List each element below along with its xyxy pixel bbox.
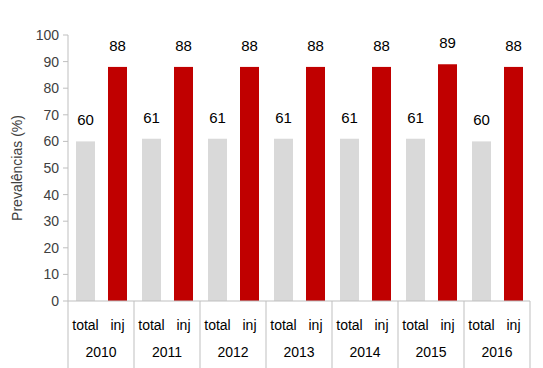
y-tick <box>63 114 68 115</box>
series-label: inj <box>374 317 388 333</box>
data-label: 61 <box>407 109 424 126</box>
series-label: total <box>72 317 98 333</box>
y-tick-label: 80 <box>43 80 59 96</box>
y-tick-label: 40 <box>43 187 59 203</box>
y-tick <box>63 168 68 169</box>
data-label: 88 <box>175 37 192 54</box>
y-tick <box>63 301 68 302</box>
chart: 0 10 20 30 40 50 60 70 80 90 100 Prevalências (%) 60… <box>0 0 543 368</box>
category-separator <box>200 301 201 368</box>
y-tick <box>63 61 68 62</box>
data-label: 60 <box>473 111 490 128</box>
bar <box>438 64 457 301</box>
y-tick <box>63 35 68 36</box>
category-separator <box>266 301 267 368</box>
y-tick-label: 0 <box>51 293 59 309</box>
bar <box>108 67 127 301</box>
bar <box>372 67 391 301</box>
category-separator <box>68 301 69 368</box>
bar <box>406 139 425 301</box>
y-tick <box>63 194 68 195</box>
bar <box>208 139 227 301</box>
data-label: 61 <box>275 109 292 126</box>
category-separator <box>530 301 531 368</box>
y-axis-label: Prevalências (%) <box>9 115 25 221</box>
y-tick <box>63 88 68 89</box>
bar <box>174 67 193 301</box>
bars <box>76 64 523 301</box>
category-separator <box>134 301 135 368</box>
data-label: 88 <box>505 37 522 54</box>
y-tick-label: 60 <box>43 133 59 149</box>
y-tick-label: 20 <box>43 240 59 256</box>
data-label: 61 <box>143 109 160 126</box>
bar <box>274 139 293 301</box>
series-label: inj <box>440 317 454 333</box>
bar <box>340 139 359 301</box>
series-label: total <box>270 317 296 333</box>
category-label: 2011 <box>152 344 182 360</box>
data-label: 61 <box>209 109 226 126</box>
category-separator <box>464 301 465 368</box>
category-label: 2012 <box>217 344 248 360</box>
y-tick <box>63 221 68 222</box>
series-label: inj <box>176 317 190 333</box>
series-label: inj <box>110 317 124 333</box>
y-tick-label: 70 <box>43 107 59 123</box>
y-tick-label: 90 <box>43 54 59 70</box>
x-axis <box>68 301 530 302</box>
data-label: 61 <box>341 109 358 126</box>
y-tick <box>63 247 68 248</box>
y-tick-label: 50 <box>43 160 59 176</box>
bar <box>504 67 523 301</box>
bar <box>240 67 259 301</box>
category-label: 2014 <box>349 344 380 360</box>
data-label: 88 <box>373 37 390 54</box>
data-label: 60 <box>77 111 94 128</box>
series-label: total <box>402 317 428 333</box>
data-label: 88 <box>241 37 258 54</box>
y-tick <box>63 274 68 275</box>
y-tick-label: 10 <box>43 266 59 282</box>
series-label: total <box>204 317 230 333</box>
series-label: inj <box>506 317 520 333</box>
category-label: 2015 <box>415 344 446 360</box>
data-label: 88 <box>307 37 324 54</box>
category-separator <box>332 301 333 368</box>
category-label: 2010 <box>85 344 116 360</box>
series-label: total <box>468 317 494 333</box>
category-label: 2016 <box>481 344 512 360</box>
category-label: 2013 <box>283 344 314 360</box>
series-label: inj <box>242 317 256 333</box>
y-tick <box>63 141 68 142</box>
series-label: total <box>138 317 164 333</box>
data-label: 89 <box>439 34 456 51</box>
bar <box>76 141 95 301</box>
y-tick-label: 30 <box>43 213 59 229</box>
bar <box>142 139 161 301</box>
y-tick-label: 100 <box>36 27 60 43</box>
data-label: 88 <box>109 37 126 54</box>
bar <box>472 141 491 301</box>
series-label: total <box>336 317 362 333</box>
data-labels: 60 61 61 61 61 61 60 88 88 88 88 88 89 88 <box>77 34 522 128</box>
bar <box>306 67 325 301</box>
series-label: inj <box>308 317 322 333</box>
category-separator <box>398 301 399 368</box>
